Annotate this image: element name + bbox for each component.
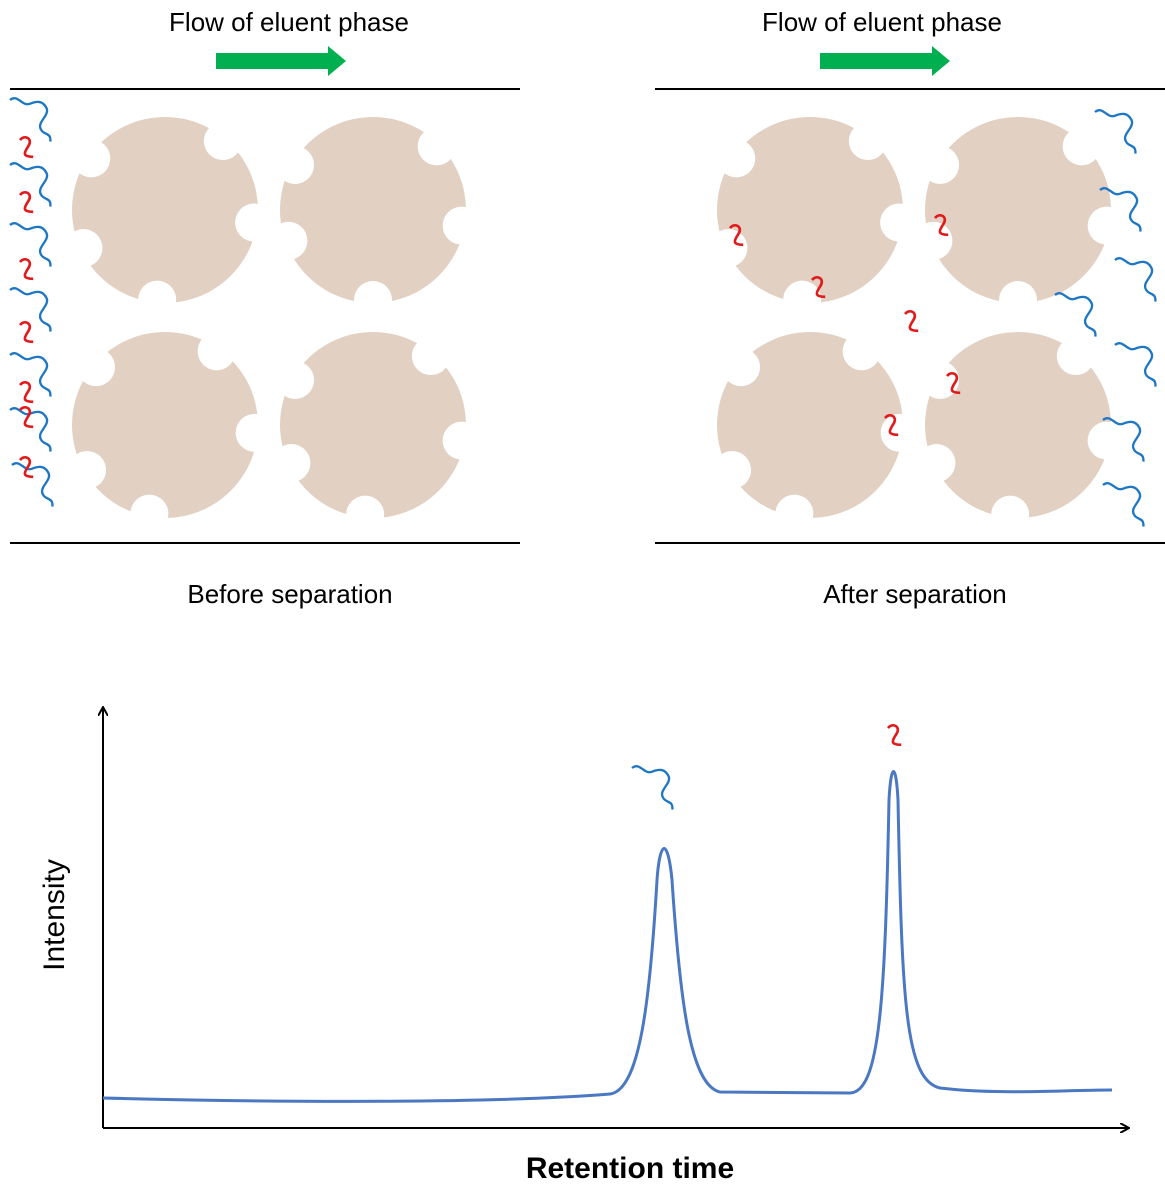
pore bbox=[235, 413, 274, 452]
polymer-large bbox=[9, 287, 52, 332]
polymer-large bbox=[9, 162, 52, 207]
polymer-small bbox=[886, 724, 902, 747]
pore bbox=[880, 413, 919, 452]
bead bbox=[68, 332, 274, 533]
polymer-small bbox=[933, 214, 949, 237]
polymer-large bbox=[1102, 482, 1145, 527]
pore bbox=[999, 281, 1037, 319]
polymer-large bbox=[1102, 417, 1145, 462]
pore bbox=[713, 451, 752, 489]
pore bbox=[354, 281, 392, 319]
pore bbox=[203, 122, 242, 161]
polymer-large bbox=[1114, 257, 1157, 302]
polymer-small bbox=[810, 276, 826, 299]
polymer-small bbox=[18, 136, 34, 159]
polymer-large bbox=[9, 407, 52, 452]
pore bbox=[77, 348, 116, 387]
pore bbox=[914, 221, 953, 260]
pore bbox=[411, 337, 450, 376]
pore bbox=[64, 229, 103, 268]
polymer-large bbox=[1054, 292, 1097, 337]
pore bbox=[276, 146, 315, 184]
pore bbox=[991, 495, 1030, 534]
pore bbox=[130, 494, 169, 533]
bead-body bbox=[717, 332, 903, 518]
bead bbox=[64, 117, 274, 319]
bead-body bbox=[925, 332, 1111, 518]
flow-arrow bbox=[216, 46, 346, 76]
pore bbox=[722, 348, 761, 387]
caption: Before separation bbox=[187, 579, 392, 609]
polymer-small bbox=[728, 224, 744, 247]
pore bbox=[1087, 206, 1126, 245]
bead-body bbox=[280, 332, 466, 518]
bead bbox=[709, 117, 919, 319]
polymer-small bbox=[18, 406, 34, 429]
bead bbox=[272, 332, 481, 534]
pore bbox=[709, 229, 748, 268]
flow-arrow bbox=[820, 46, 950, 76]
y-axis-label: Intensity bbox=[38, 859, 71, 971]
pore bbox=[269, 221, 308, 260]
pore bbox=[138, 280, 177, 319]
polymer-small bbox=[18, 191, 34, 214]
pore bbox=[1062, 127, 1101, 166]
polymer-small bbox=[903, 310, 919, 333]
pore bbox=[1087, 421, 1126, 460]
bead bbox=[713, 332, 919, 533]
chromatogram-trace bbox=[102, 770, 1113, 1103]
flow-label: Flow of eluent phase bbox=[169, 7, 409, 37]
pore bbox=[783, 280, 822, 319]
pore bbox=[880, 203, 919, 242]
polymer-large bbox=[1114, 342, 1157, 387]
polymer-small bbox=[18, 258, 34, 281]
pore bbox=[276, 361, 315, 399]
pore bbox=[68, 451, 107, 489]
pore bbox=[917, 444, 956, 483]
bead-body bbox=[72, 332, 258, 518]
pore bbox=[235, 203, 274, 242]
polymer-small bbox=[18, 321, 34, 344]
polymer-large bbox=[1094, 109, 1137, 154]
bead bbox=[914, 117, 1126, 319]
x-axis-label: Retention time bbox=[526, 1152, 734, 1185]
pore bbox=[72, 139, 111, 178]
polymer-large bbox=[1099, 187, 1142, 232]
bead bbox=[269, 117, 481, 319]
pore bbox=[921, 146, 960, 184]
polymer-large bbox=[9, 222, 52, 267]
polymer-small bbox=[18, 381, 34, 404]
flow-label: Flow of eluent phase bbox=[762, 7, 1002, 37]
pore bbox=[848, 122, 887, 161]
polymer-small bbox=[883, 414, 899, 437]
pore bbox=[442, 206, 481, 245]
bead-body bbox=[717, 117, 903, 303]
bead-body bbox=[925, 117, 1111, 303]
polymer-small bbox=[18, 456, 34, 479]
pore bbox=[272, 444, 311, 483]
pore bbox=[717, 139, 756, 178]
pore bbox=[417, 127, 456, 166]
polymer-large bbox=[9, 97, 52, 142]
pore bbox=[442, 421, 481, 460]
pore bbox=[346, 495, 385, 534]
polymer-large bbox=[9, 352, 52, 397]
bead-body bbox=[72, 117, 258, 303]
pore bbox=[921, 361, 960, 399]
polymer-large bbox=[631, 765, 674, 810]
pore bbox=[1056, 337, 1095, 376]
pore bbox=[775, 494, 814, 533]
pore bbox=[197, 332, 236, 371]
pore bbox=[842, 332, 881, 371]
bead-body bbox=[280, 117, 466, 303]
polymer-small bbox=[945, 372, 961, 395]
polymer-large bbox=[11, 462, 54, 507]
bead bbox=[917, 332, 1126, 534]
caption: After separation bbox=[823, 579, 1007, 609]
